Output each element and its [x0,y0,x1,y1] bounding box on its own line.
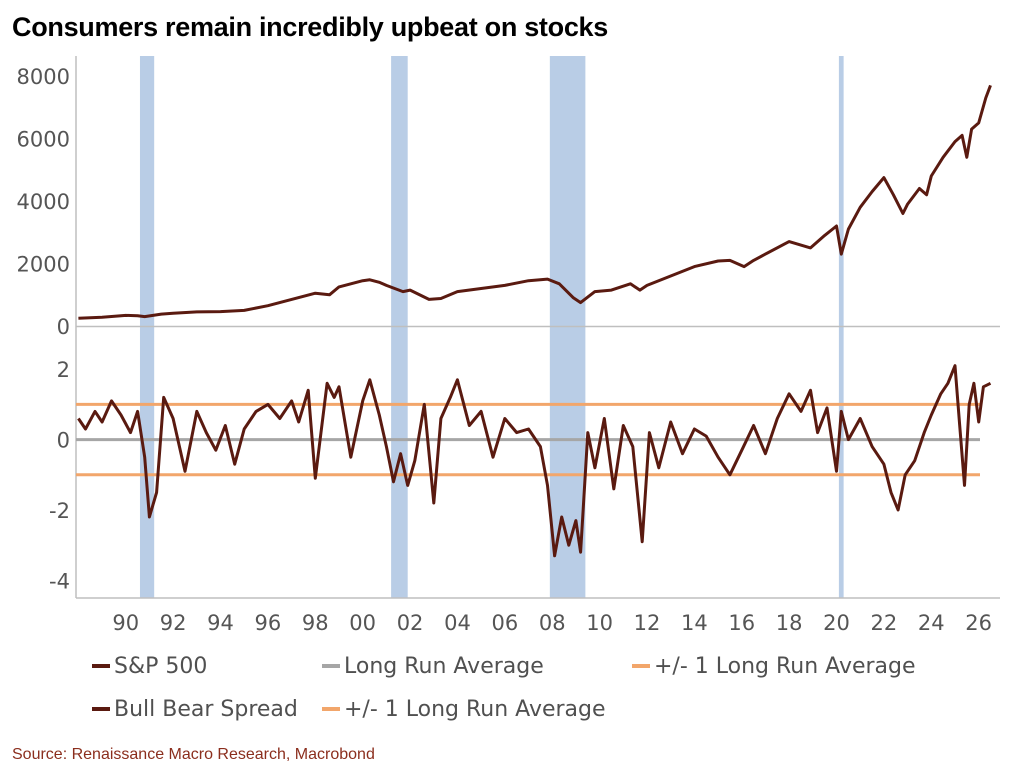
legend-label: Bull Bear Spread [114,697,298,722]
x-tick-label: 26 [965,611,992,635]
legend-label: Long Run Average [344,654,544,679]
top-y-tick-label: 6000 [17,128,70,152]
x-tick-label: 20 [823,611,850,635]
x-tick-label: 12 [634,611,661,635]
legend-label: S&P 500 [114,654,207,679]
bottom-y-tick-label: -2 [49,499,70,523]
source-note: Source: Renaissance Macro Research, Macr… [12,746,375,763]
x-tick-label: 18 [776,611,803,635]
series-lines [77,84,992,558]
legend-item-2: +/- 1 Long Run Average [632,654,916,679]
x-tick-label: 94 [207,611,234,635]
sp500-line [78,84,992,320]
x-tick-label: 24 [918,611,945,635]
x-tick-label: 22 [871,611,898,635]
bottom-y-tick-label: 2 [57,358,70,382]
bull-bear-spread-line [77,364,992,558]
top-y-tick-label: 4000 [17,190,70,214]
x-tick-label: 14 [681,611,708,635]
top-y-tick-label: 8000 [17,65,70,89]
x-tick-label: 10 [586,611,613,635]
reference-lines [76,402,980,477]
top-y-tick-label: 0 [57,315,70,339]
x-tick-label: 16 [728,611,755,635]
chart-legend: S&P 500 Long Run Average +/- 1 Long Run Av… [92,654,916,722]
legend-item-4: +/- 1 Long Run Average [322,697,606,722]
x-tick-label: 00 [349,611,376,635]
legend-item-3: Bull Bear Spread [92,697,298,722]
x-tick-label: 02 [397,611,424,635]
legend-label: +/- 1 Long Run Average [344,697,606,722]
x-tick-label: 92 [160,611,187,635]
legend-label: +/- 1 Long Run Average [654,654,916,679]
chart-axes [75,56,1000,599]
bottom-y-tick-label: 0 [57,429,70,453]
x-tick-label: 08 [539,611,566,635]
chart-title: Consumers remain incredibly upbeat on st… [12,12,608,42]
legend-item-0: S&P 500 [92,654,207,679]
x-tick-label: 06 [491,611,518,635]
x-tick-label: 96 [255,611,282,635]
x-tick-label: 04 [444,611,471,635]
top-y-tick-label: 2000 [17,253,70,277]
legend-item-1: Long Run Average [322,654,544,679]
bottom-y-tick-label: -4 [49,569,70,593]
x-tick-label: 90 [112,611,139,635]
x-tick-label: 98 [302,611,329,635]
